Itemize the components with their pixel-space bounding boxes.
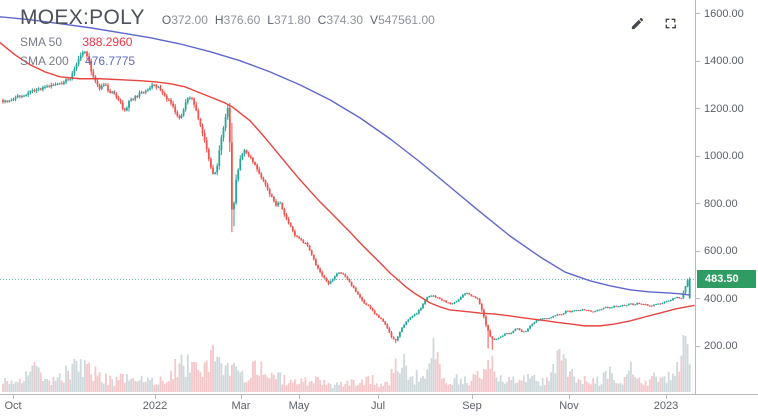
price-tick-label: 200.00 bbox=[704, 340, 738, 353]
time-tick bbox=[13, 395, 14, 399]
price-tick-mark bbox=[696, 60, 700, 62]
time-label: Nov bbox=[559, 400, 579, 412]
price-tick-mark bbox=[696, 203, 700, 205]
time-label: May bbox=[288, 400, 310, 412]
price-tick: 1400.00 bbox=[696, 55, 744, 68]
time-label: Oct bbox=[4, 400, 22, 412]
time-axis[interactable]: Oct 2022 Mar May Jul Sep Nov 2023 bbox=[0, 394, 758, 418]
last-price-badge: 483.50 bbox=[697, 269, 756, 288]
price-tick: 400.00 bbox=[696, 292, 738, 305]
price-tick-mark bbox=[696, 155, 700, 157]
time-tick bbox=[299, 395, 300, 399]
price-tick: 600.00 bbox=[696, 245, 738, 258]
time-label: 2022 bbox=[142, 400, 168, 412]
open-value: 372.00 bbox=[171, 13, 208, 27]
time-label: Jul bbox=[370, 400, 386, 412]
time-tick bbox=[472, 395, 473, 399]
time-tick bbox=[155, 395, 156, 399]
time-tick bbox=[569, 395, 570, 399]
time-tick bbox=[666, 395, 667, 399]
high-key: H bbox=[214, 13, 224, 27]
ohlc-readout: O372.00 H376.60 L371.80 C374.30 V547561.00 bbox=[155, 13, 435, 27]
price-tick-mark bbox=[696, 298, 700, 300]
price-tick-mark bbox=[696, 13, 700, 15]
time-label: 2023 bbox=[653, 400, 679, 412]
price-tick-label: 1600.00 bbox=[704, 7, 744, 20]
ohlc-field-open: O372.00 bbox=[162, 13, 208, 27]
fullscreen-icon bbox=[664, 17, 677, 30]
close-key: C bbox=[317, 13, 327, 27]
price-tick-mark bbox=[696, 250, 700, 252]
price-tick: 1200.00 bbox=[696, 102, 744, 115]
price-chart-canvas[interactable] bbox=[0, 0, 695, 393]
ohlc-field-low: L371.80 bbox=[267, 13, 310, 27]
price-tick-mark bbox=[696, 108, 700, 110]
fullscreen-button[interactable] bbox=[662, 15, 679, 32]
price-tick: 200.00 bbox=[696, 340, 738, 353]
price-tick-label: 1400.00 bbox=[704, 55, 744, 68]
price-tick: 800.00 bbox=[696, 197, 738, 210]
time-label: Sep bbox=[462, 400, 482, 412]
symbol-row: MOEX:POLY O372.00 H376.60 L371.80 C374.30 V5… bbox=[20, 6, 435, 30]
price-tick: 1600.00 bbox=[696, 7, 744, 20]
price-tick-label: 400.00 bbox=[704, 292, 738, 305]
low-value: 371.80 bbox=[273, 13, 311, 27]
high-value: 376.60 bbox=[223, 13, 261, 27]
open-key: O bbox=[161, 13, 172, 27]
price-tick-label: 800.00 bbox=[704, 197, 738, 210]
symbol-title[interactable]: MOEX:POLY bbox=[20, 6, 145, 29]
time-tick bbox=[378, 395, 379, 399]
price-tick-label: 600.00 bbox=[704, 245, 738, 258]
ohlc-field-close: C374.30 bbox=[318, 13, 363, 27]
chart-legend: MOEX:POLY O372.00 H376.60 L371.80 C374.30 V5… bbox=[20, 6, 435, 68]
sma50-value: 388.2960 bbox=[82, 35, 133, 49]
ohlc-field-high: H376.60 bbox=[215, 13, 260, 27]
chart-toolbar bbox=[628, 14, 679, 33]
price-tick: 1000.00 bbox=[696, 150, 744, 163]
price-axis[interactable]: 1600.00 1400.00 1200.00 1000.00 800.00 6… bbox=[695, 0, 758, 394]
indicator-sma200-row[interactable]: SMA 200 476.7775 bbox=[20, 54, 435, 68]
time-label: Mar bbox=[231, 400, 251, 412]
price-tick-label: 1000.00 bbox=[704, 150, 744, 163]
volume-value: 547561.00 bbox=[378, 13, 435, 27]
sma50-label: SMA 50 bbox=[20, 35, 63, 49]
pencil-icon bbox=[630, 16, 645, 31]
price-tick-mark bbox=[696, 345, 700, 347]
ohlc-field-volume: V547561.00 bbox=[370, 13, 435, 27]
close-value: 374.30 bbox=[326, 13, 364, 27]
volume-key: V bbox=[370, 13, 379, 27]
time-tick bbox=[241, 395, 242, 399]
sma200-value: 476.7775 bbox=[85, 54, 136, 68]
low-key: L bbox=[267, 13, 274, 27]
sma200-label: SMA 200 bbox=[20, 54, 69, 68]
edit-button[interactable] bbox=[628, 14, 647, 33]
indicator-sma50-row[interactable]: SMA 50 388.2960 bbox=[20, 35, 435, 49]
price-tick-label: 1200.00 bbox=[704, 102, 744, 115]
